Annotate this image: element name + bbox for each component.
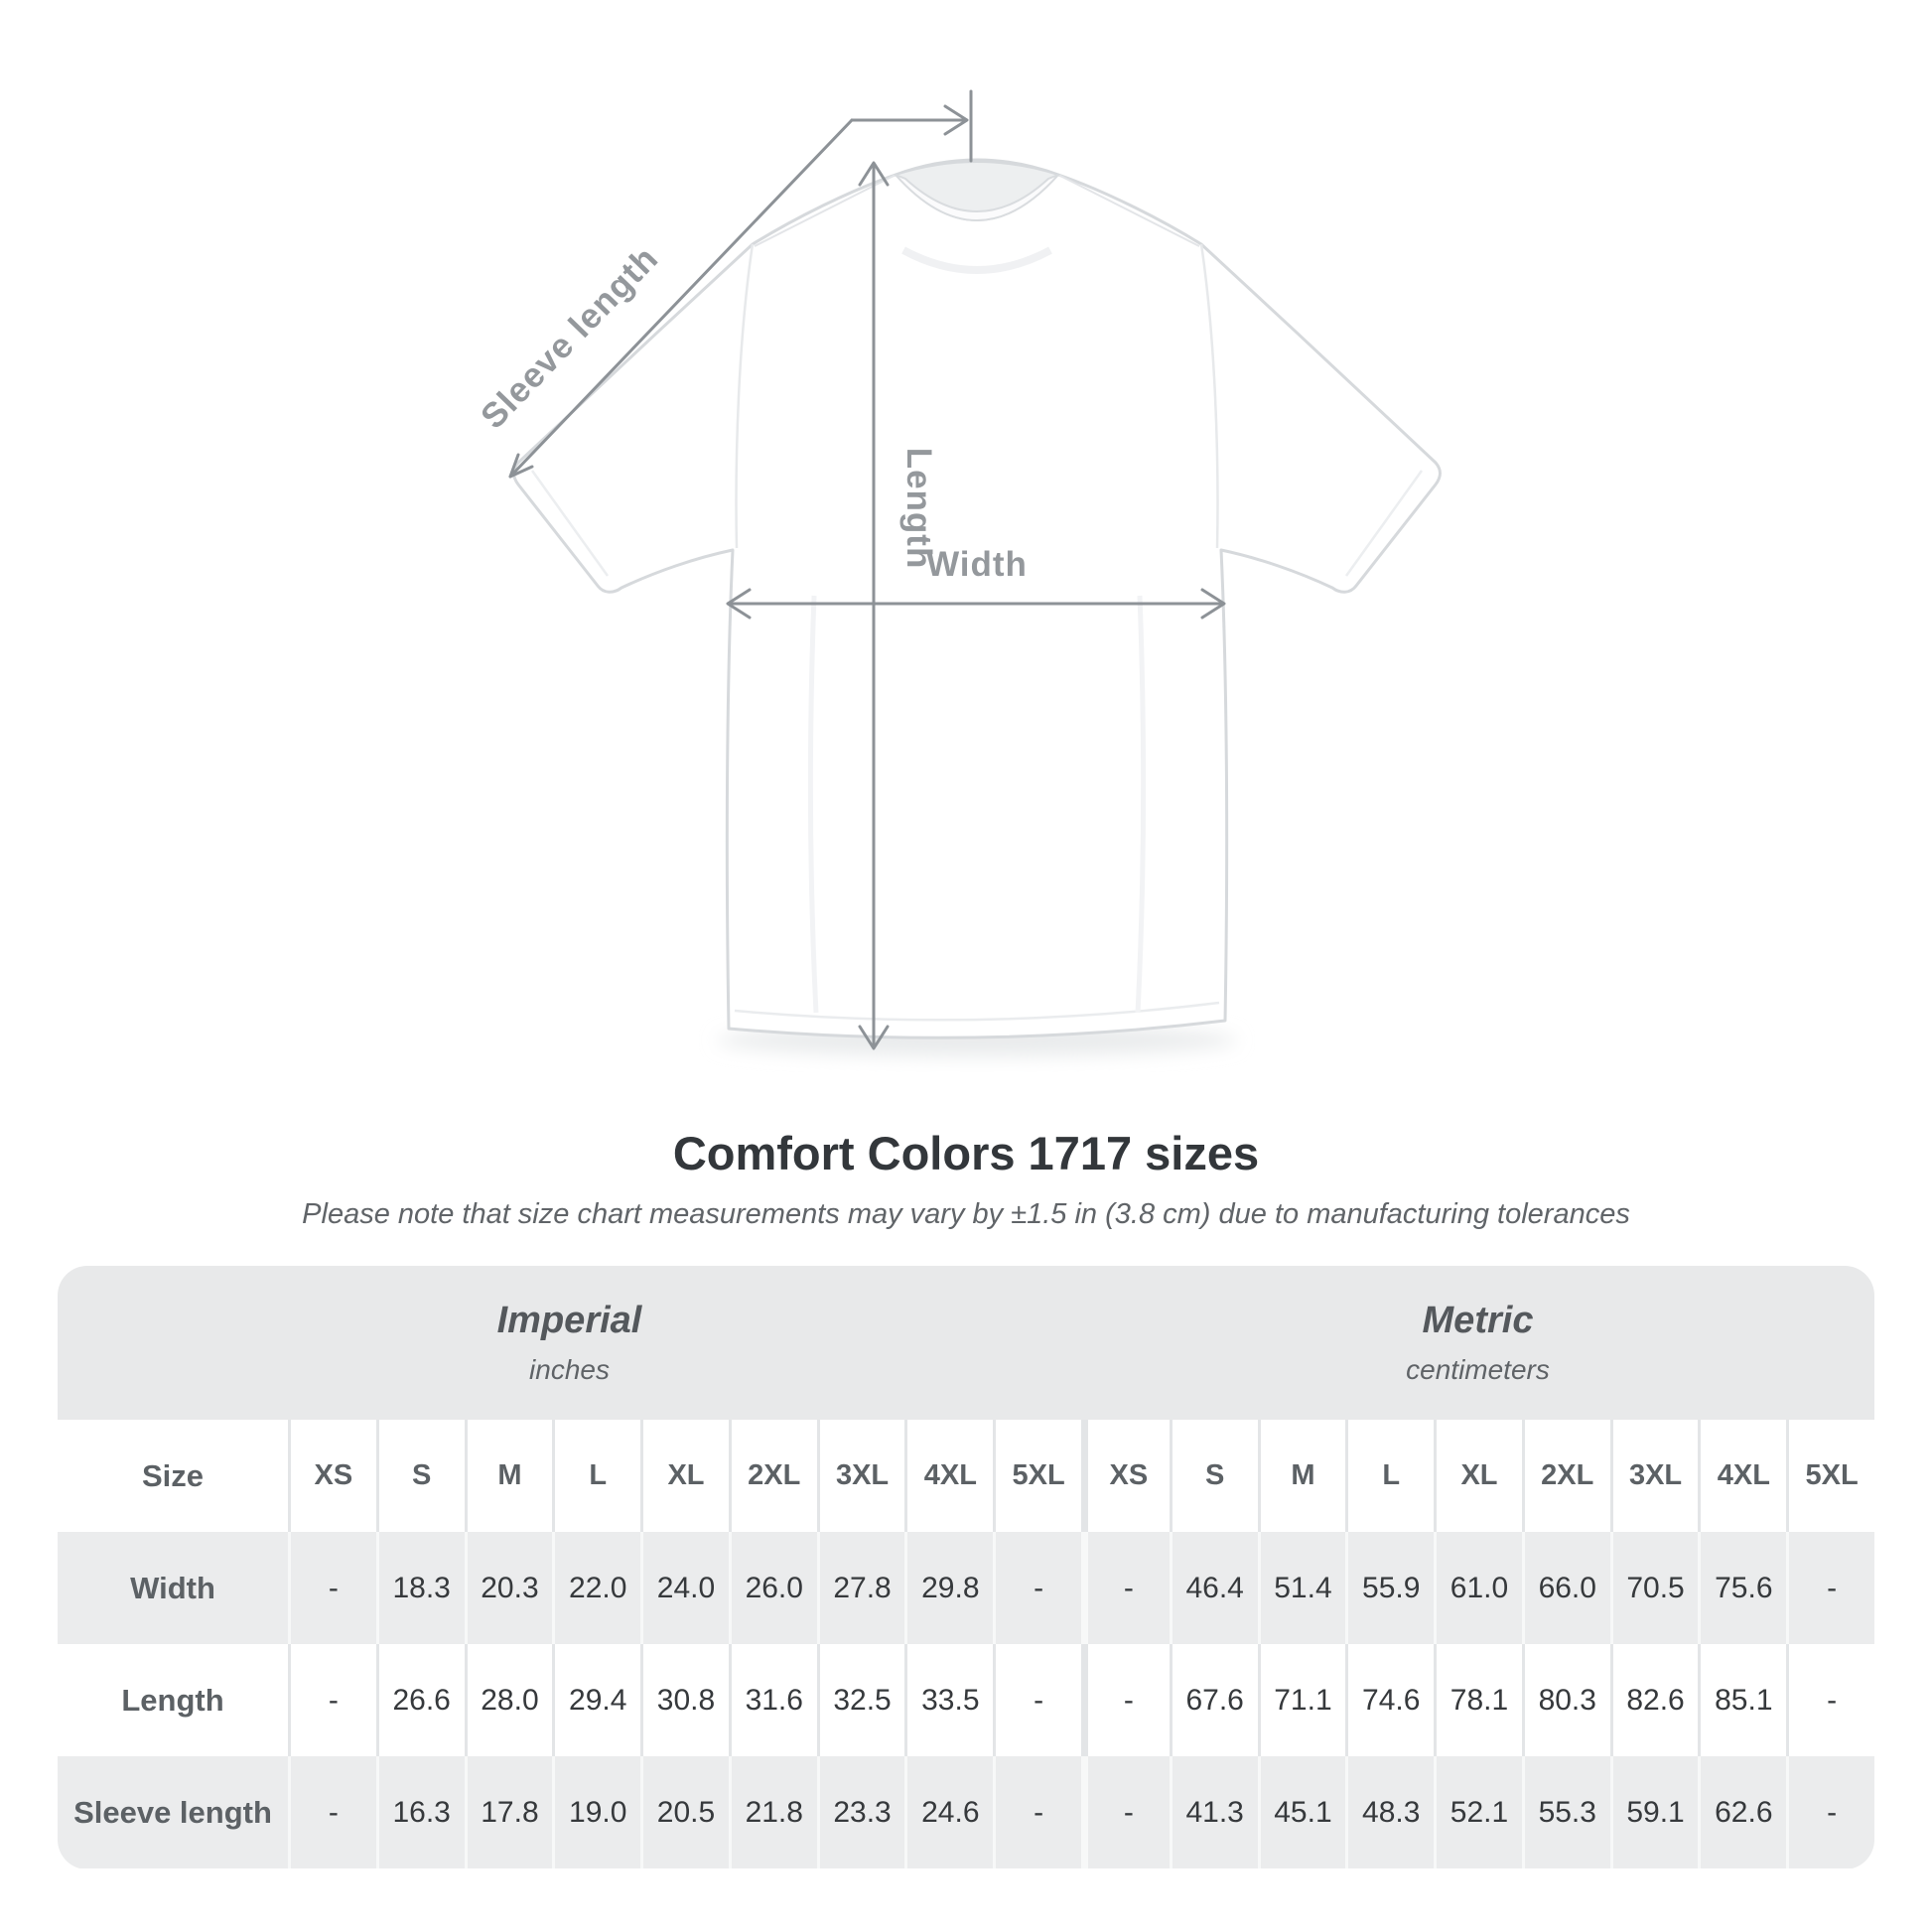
value-cell: 20.3 [464,1532,553,1644]
metric-unit: centimeters [1406,1354,1550,1385]
length-label: Length [899,448,938,570]
value-cell: 20.5 [640,1756,729,1868]
sleeve-length-arrow [508,89,973,479]
value-cell: - [1081,1644,1170,1756]
value-cell: 55.3 [1521,1756,1610,1868]
value-cell: - [1081,1756,1170,1868]
imperial-title: Imperial [496,1300,642,1341]
table-row-sleeve-length: Sleeve length - 16.3 17.8 19.0 20.5 21.8… [58,1756,1874,1868]
size-cell: XL [640,1420,729,1532]
value-cell: - [288,1756,376,1868]
imperial-unit: inches [529,1354,610,1385]
size-cell: S [375,1420,465,1532]
metric-header: Metric centimeters [1081,1266,1874,1420]
size-cell: XL [1434,1420,1522,1532]
heading-block: Comfort Colors 1717 sizes Please note th… [0,1128,1932,1231]
value-cell: - [1786,1644,1874,1756]
value-cell: - [288,1644,376,1756]
value-cell: - [1081,1532,1170,1644]
value-cell: 52.1 [1434,1756,1522,1868]
page-subtitle: Please note that size chart measurements… [302,1198,1630,1230]
value-cell: 82.6 [1609,1644,1699,1756]
value-cell: 41.3 [1169,1756,1258,1868]
table-row-width: Width - 18.3 20.3 22.0 24.0 26.0 27.8 29… [58,1532,1874,1644]
size-header-row: Size XS S M L XL 2XL 3XL 4XL 5XL XS S M … [58,1420,1874,1532]
value-cell: 61.0 [1434,1532,1522,1644]
value-cell: 71.1 [1257,1644,1346,1756]
value-cell: - [1786,1532,1874,1644]
value-cell: 18.3 [375,1532,465,1644]
length-arrow [858,161,890,1050]
value-cell: - [288,1532,376,1644]
size-cell: S [1169,1420,1258,1532]
row-label: Sleeve length [73,1794,272,1830]
size-cell: XS [288,1420,376,1532]
value-cell: 24.0 [640,1532,729,1644]
value-cell: 80.3 [1521,1644,1610,1756]
row-label: Width [130,1570,215,1605]
row-label: Length [121,1682,224,1718]
value-cell: 33.5 [904,1644,993,1756]
value-cell: 75.6 [1698,1532,1786,1644]
value-cell: 51.4 [1257,1532,1346,1644]
value-cell: 17.8 [464,1756,553,1868]
width-label: Width [926,545,1028,584]
value-cell: 70.5 [1609,1532,1699,1644]
size-cell: 2XL [1521,1420,1610,1532]
size-cell: 2XL [728,1420,817,1532]
value-cell: 23.3 [816,1756,905,1868]
size-cell: 4XL [1698,1420,1786,1532]
value-cell: 21.8 [728,1756,817,1868]
size-cell: M [464,1420,553,1532]
size-cell: L [1345,1420,1434,1532]
value-cell: 22.0 [552,1532,640,1644]
value-cell: 29.4 [552,1644,640,1756]
value-cell: 31.6 [728,1644,817,1756]
value-cell: 55.9 [1345,1532,1434,1644]
value-cell: 67.6 [1169,1644,1258,1756]
size-column-header: Size [141,1457,205,1493]
value-cell: 85.1 [1698,1644,1786,1756]
tshirt-measurement-diagram: Sleeve length Length Width [474,89,1442,1056]
value-cell: 78.1 [1434,1644,1522,1756]
value-cell: 26.0 [728,1532,817,1644]
size-cell: 4XL [904,1420,993,1532]
size-cell: XS [1081,1420,1170,1532]
page-title: Comfort Colors 1717 sizes [672,1127,1260,1179]
size-cell: 5XL [1786,1420,1874,1532]
value-cell: - [993,1644,1081,1756]
value-cell: 46.4 [1169,1532,1258,1644]
value-cell: 74.6 [1345,1644,1434,1756]
value-cell: 29.8 [904,1532,993,1644]
value-cell: 59.1 [1609,1756,1699,1868]
size-cell: M [1257,1420,1346,1532]
value-cell: 16.3 [375,1756,465,1868]
value-cell: 66.0 [1521,1532,1610,1644]
size-cell: 3XL [1609,1420,1699,1532]
tshirt-image [512,158,1442,1039]
size-table: Imperial inches Metric centimeters Size … [58,1266,1874,1869]
value-cell: 24.6 [904,1756,993,1868]
width-arrow [726,588,1226,620]
value-cell: 48.3 [1345,1756,1434,1868]
unit-header-band: Imperial inches Metric centimeters [58,1266,1874,1420]
value-cell: 27.8 [816,1532,905,1644]
value-cell: - [993,1756,1081,1868]
table-row-length: Length - 26.6 28.0 29.4 30.8 31.6 32.5 3… [58,1644,1874,1756]
value-cell: 45.1 [1257,1756,1346,1868]
value-cell: 26.6 [375,1644,465,1756]
value-cell: - [993,1532,1081,1644]
metric-title: Metric [1422,1300,1534,1341]
value-cell: 19.0 [552,1756,640,1868]
size-cell: 3XL [816,1420,905,1532]
value-cell: - [1786,1756,1874,1868]
imperial-header: Imperial inches [58,1266,1081,1420]
size-cell: L [552,1420,640,1532]
value-cell: 28.0 [464,1644,553,1756]
value-cell: 62.6 [1698,1756,1786,1868]
value-cell: 32.5 [816,1644,905,1756]
size-cell: 5XL [993,1420,1081,1532]
value-cell: 30.8 [640,1644,729,1756]
